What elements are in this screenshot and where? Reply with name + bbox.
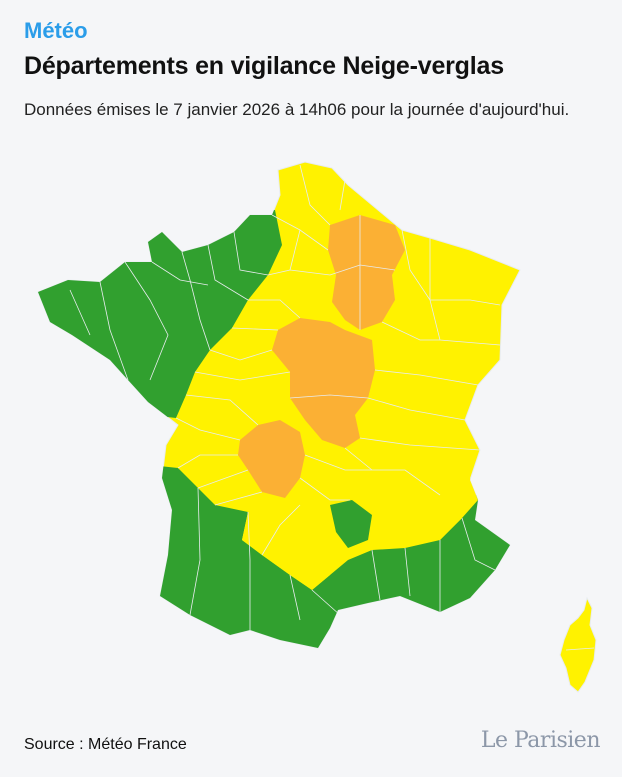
- le-parisien-logo[interactable]: Le Parisien: [480, 728, 601, 753]
- orange-zone-center: [272, 318, 375, 448]
- orange-zone-north: [328, 215, 405, 330]
- orange-zone-limousin: [238, 420, 305, 498]
- page-title: Départements en vigilance Neige-verglas: [24, 52, 504, 80]
- france-vigilance-map: [37, 161, 597, 693]
- subtitle: Données émises le 7 janvier 2026 à 14h06…: [24, 100, 570, 119]
- source-note: Source : Météo France: [24, 736, 187, 753]
- green-zone-drome: [330, 500, 372, 548]
- kicker: Météo: [24, 18, 88, 43]
- yellow-central-south: [242, 500, 348, 590]
- corsica: [559, 596, 597, 693]
- yellow-alps-patch: [440, 478, 478, 540]
